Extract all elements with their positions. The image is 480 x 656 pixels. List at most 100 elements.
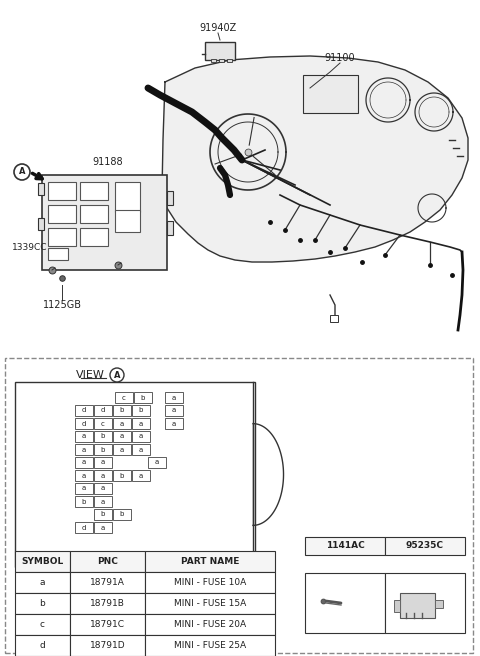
Bar [219,59,224,62]
Bar [435,600,443,608]
Text: d: d [82,525,86,531]
Bar [145,593,275,614]
Bar [132,431,150,442]
Text: a: a [101,485,105,491]
Bar [75,418,93,429]
Bar [94,405,112,416]
Bar [38,218,44,230]
Bar [70,593,145,614]
Text: b: b [40,599,46,608]
Bar [115,182,140,212]
Text: a: a [139,434,143,440]
Text: c: c [40,620,45,629]
Bar [94,457,112,468]
Bar [70,635,145,656]
Text: PART NAME: PART NAME [181,557,239,566]
Text: b: b [101,447,105,453]
Bar [394,600,400,612]
Bar [385,573,465,633]
Text: a: a [120,420,124,426]
Bar [70,551,145,572]
Bar [113,431,131,442]
Bar [148,457,166,468]
Text: a: a [172,394,176,401]
Text: 91100: 91100 [324,53,355,63]
Text: A: A [19,167,25,176]
Text: a: a [82,485,86,491]
Bar [75,405,93,416]
Text: a: a [139,472,143,478]
Bar [75,483,93,494]
Text: VIEW: VIEW [76,370,105,380]
Text: a: a [139,420,143,426]
Bar [227,59,232,62]
Text: b: b [101,512,105,518]
Text: b: b [101,434,105,440]
Text: a: a [101,499,105,504]
Bar [75,431,93,442]
Text: MINI - FUSE 25A: MINI - FUSE 25A [174,641,246,650]
Text: b: b [82,499,86,504]
Bar [305,573,385,633]
Text: 95235C: 95235C [406,541,444,550]
Text: 18791D: 18791D [90,641,125,650]
Bar [400,593,435,618]
Bar [132,470,150,481]
Text: c: c [122,394,126,401]
Text: 18791C: 18791C [90,620,125,629]
Text: b: b [120,512,124,518]
Text: a: a [155,459,159,466]
Text: a: a [139,447,143,453]
Bar [113,509,131,520]
Bar [330,315,338,322]
Bar [94,444,112,455]
Text: 18791A: 18791A [90,578,125,587]
Bar [15,382,255,567]
Bar [167,221,173,235]
Bar [115,392,133,403]
Bar [145,572,275,593]
Bar [15,572,70,593]
Bar [15,635,70,656]
Text: MINI - FUSE 15A: MINI - FUSE 15A [174,599,246,608]
Bar [94,483,112,494]
Bar [134,392,152,403]
Text: 1141AC: 1141AC [325,541,364,550]
Bar [113,405,131,416]
Text: b: b [139,407,143,413]
Bar [94,509,112,520]
Bar [15,551,70,572]
Text: 91940Z: 91940Z [199,23,237,33]
Bar [75,522,93,533]
Text: a: a [172,407,176,413]
Bar [167,191,173,205]
Bar [48,205,76,223]
Text: a: a [120,447,124,453]
Bar [132,418,150,429]
Text: a: a [82,434,86,440]
Text: 1339CC: 1339CC [12,243,48,253]
Bar [5,358,473,653]
Bar [113,444,131,455]
Bar [94,496,112,507]
Bar [80,228,108,246]
Bar [38,183,44,195]
Bar [80,205,108,223]
Bar [42,175,167,270]
Text: a: a [101,525,105,531]
Bar [303,75,358,113]
Text: 91188: 91188 [93,157,123,167]
Text: d: d [40,641,46,650]
Bar [48,228,76,246]
Text: PNC: PNC [97,557,118,566]
Bar [132,405,150,416]
Text: c: c [101,420,105,426]
Bar [48,182,76,200]
Text: a: a [82,459,86,466]
Text: a: a [120,434,124,440]
Text: a: a [82,472,86,478]
Bar [15,593,70,614]
Bar [70,614,145,635]
Bar [75,470,93,481]
Bar [145,614,275,635]
